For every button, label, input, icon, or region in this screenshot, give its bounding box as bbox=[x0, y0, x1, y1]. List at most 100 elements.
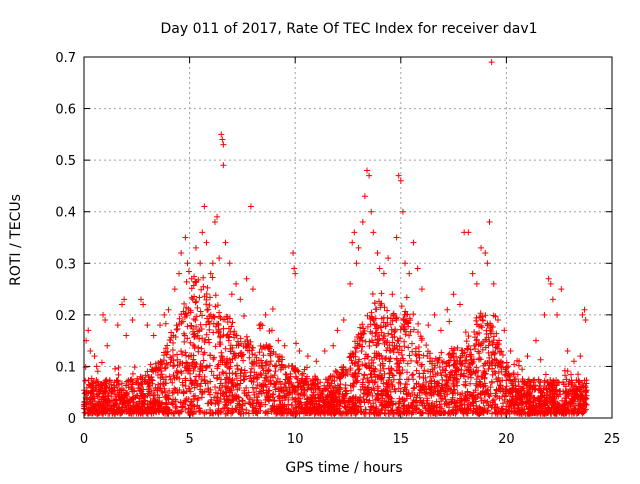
data-point bbox=[482, 391, 489, 398]
data-point bbox=[347, 407, 354, 414]
data-point bbox=[246, 347, 253, 354]
data-point bbox=[123, 382, 130, 389]
data-point bbox=[444, 391, 451, 398]
data-point bbox=[196, 335, 203, 342]
data-point bbox=[192, 317, 199, 324]
data-point bbox=[368, 314, 375, 321]
data-point bbox=[472, 346, 479, 353]
data-point bbox=[381, 370, 388, 377]
data-point bbox=[577, 392, 584, 399]
data-point bbox=[415, 351, 422, 358]
data-point bbox=[104, 400, 111, 407]
data-point bbox=[441, 381, 448, 388]
y-axis-label: ROTI / TECUs bbox=[8, 194, 24, 286]
data-point bbox=[513, 388, 520, 395]
data-point bbox=[550, 405, 557, 412]
data-point bbox=[234, 365, 241, 372]
data-point bbox=[222, 376, 229, 383]
data-point bbox=[545, 275, 552, 282]
data-point bbox=[375, 410, 382, 417]
data-point bbox=[253, 360, 260, 367]
data-point bbox=[226, 260, 233, 267]
data-point bbox=[212, 292, 219, 299]
data-point bbox=[263, 408, 270, 415]
data-point bbox=[371, 410, 378, 417]
data-point bbox=[197, 260, 204, 267]
data-point bbox=[283, 371, 290, 378]
data-point bbox=[217, 333, 224, 340]
data-point bbox=[458, 405, 465, 412]
data-point bbox=[476, 329, 483, 336]
data-point bbox=[228, 323, 235, 330]
data-point bbox=[373, 353, 380, 360]
data-point bbox=[150, 332, 157, 339]
data-point bbox=[140, 393, 147, 400]
data-point bbox=[360, 330, 367, 337]
data-point bbox=[161, 365, 168, 372]
data-point bbox=[473, 376, 480, 383]
data-point bbox=[263, 383, 270, 390]
data-point bbox=[297, 383, 304, 390]
data-point bbox=[108, 381, 115, 388]
data-point bbox=[419, 402, 426, 409]
data-point bbox=[129, 370, 136, 377]
data-point bbox=[174, 351, 181, 358]
data-point bbox=[358, 334, 365, 341]
data-point bbox=[341, 398, 348, 405]
data-point bbox=[303, 409, 310, 416]
data-point bbox=[182, 375, 189, 382]
data-point bbox=[215, 410, 222, 417]
data-point bbox=[498, 348, 505, 355]
data-point bbox=[197, 321, 204, 328]
data-point bbox=[217, 380, 224, 387]
data-point bbox=[371, 322, 378, 329]
data-point bbox=[507, 377, 514, 384]
data-point bbox=[180, 388, 187, 395]
data-point bbox=[448, 354, 455, 361]
data-point bbox=[358, 347, 365, 354]
data-point bbox=[160, 381, 167, 388]
data-point bbox=[499, 377, 506, 384]
data-point bbox=[268, 327, 275, 334]
data-point bbox=[333, 397, 340, 404]
data-point bbox=[548, 410, 555, 417]
data-point bbox=[427, 368, 434, 375]
data-point bbox=[424, 348, 431, 355]
data-point bbox=[412, 351, 419, 358]
data-point bbox=[380, 365, 387, 372]
data-point bbox=[201, 203, 208, 210]
data-point bbox=[94, 368, 101, 375]
data-point bbox=[430, 373, 437, 380]
data-point bbox=[183, 304, 190, 311]
data-point bbox=[270, 405, 277, 412]
data-point bbox=[431, 403, 438, 410]
data-point bbox=[352, 400, 359, 407]
data-point bbox=[168, 334, 175, 341]
data-point bbox=[184, 335, 191, 342]
data-point bbox=[100, 410, 107, 417]
data-point bbox=[511, 361, 518, 368]
data-point bbox=[532, 397, 539, 404]
data-point bbox=[398, 347, 405, 354]
data-point bbox=[364, 323, 371, 330]
data-point bbox=[233, 280, 240, 287]
data-point bbox=[521, 409, 528, 416]
data-point bbox=[371, 300, 378, 307]
data-point bbox=[195, 373, 202, 380]
data-point bbox=[558, 406, 565, 413]
data-point bbox=[279, 410, 286, 417]
data-point bbox=[210, 329, 217, 336]
data-point bbox=[139, 406, 146, 413]
data-point bbox=[444, 379, 451, 386]
data-point bbox=[195, 348, 202, 355]
data-point bbox=[523, 399, 530, 406]
data-point bbox=[409, 348, 416, 355]
data-point bbox=[102, 397, 109, 404]
data-point bbox=[481, 397, 488, 404]
data-point bbox=[248, 365, 255, 372]
data-point bbox=[457, 373, 464, 380]
data-point bbox=[397, 326, 404, 333]
data-point bbox=[121, 296, 128, 303]
data-point bbox=[571, 405, 578, 412]
data-point bbox=[212, 383, 219, 390]
